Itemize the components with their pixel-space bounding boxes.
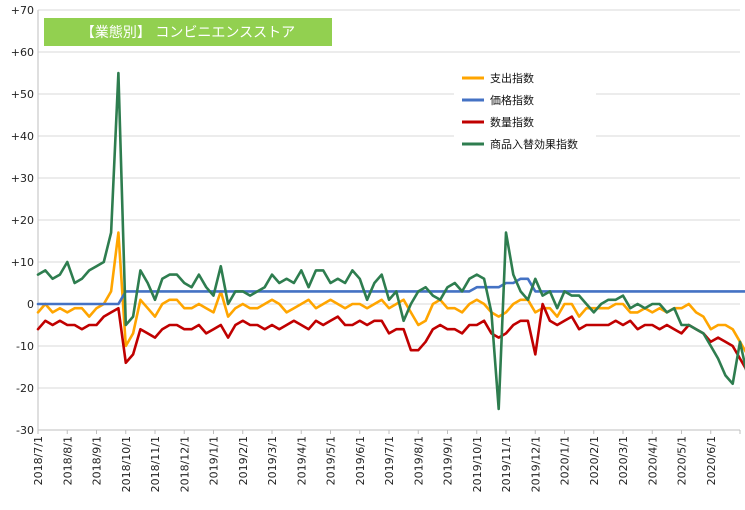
x-tick-label: 2019/1/1 [208, 436, 221, 485]
x-tick-label: 2020/4/1 [646, 436, 659, 485]
y-tick-label: -30 [16, 424, 34, 437]
x-axis: 2018/7/1 2018/8/1 2018/9/1 2018/10/1 2018/11… [32, 429, 741, 492]
y-tick-label: +40 [11, 130, 34, 143]
legend-label: 商品入替効果指数 [490, 137, 578, 151]
x-tick-label: 2019/3/1 [266, 436, 279, 485]
y-tick-label: +10 [11, 256, 34, 269]
chart-title: 【業態別】 コンビニエンスストア [81, 25, 295, 41]
series-line-3 [36, 71, 745, 411]
chart-title-box: 【業態別】 コンビニエンスストア [44, 18, 332, 46]
x-tick-label: 2019/10/1 [471, 436, 484, 492]
x-tick-label: 2019/9/1 [442, 436, 455, 485]
legend-label: 支出指数 [490, 71, 534, 85]
y-tick-label: -10 [16, 340, 34, 353]
x-tick-label: 2019/8/1 [412, 436, 425, 485]
y-tick-label: 0 [27, 298, 34, 311]
x-tick-label: 2019/12/1 [529, 436, 542, 492]
x-tick-label: 2018/11/1 [149, 436, 162, 492]
y-axis: -30 -20 -10 0 +10 +20 +30 +40 +50 +60 +70 [11, 4, 39, 437]
chart-title-background [44, 18, 332, 46]
x-tick-label: 2020/6/1 [705, 436, 718, 485]
y-tick-label: +50 [11, 88, 34, 101]
x-tick-label: 2019/7/1 [383, 436, 396, 485]
x-tick-label: 2019/6/1 [354, 436, 367, 485]
y-tick-label: +60 [11, 46, 34, 59]
x-tick-label: 2020/3/1 [617, 436, 630, 485]
series-line-0 [36, 231, 745, 354]
x-tick-label: 2018/9/1 [91, 436, 104, 485]
x-tick-label: 2019/11/1 [500, 436, 513, 492]
x-tick-label: 2019/2/1 [237, 436, 250, 485]
x-tick-label: 2018/12/1 [178, 436, 191, 492]
y-tick-label: +70 [11, 4, 34, 17]
y-tick-label: +30 [11, 172, 34, 185]
gridlines [38, 9, 740, 431]
y-tick-label: -20 [16, 382, 34, 395]
series-lines [36, 71, 745, 411]
x-tick-label: 2018/8/1 [61, 436, 74, 485]
x-tick-label: 2020/2/1 [588, 436, 601, 485]
legend-label: 数量指数 [490, 115, 534, 129]
series-line-2 [36, 302, 745, 370]
x-tick-label: 2019/4/1 [295, 436, 308, 485]
x-tick-label: 2019/5/1 [325, 436, 338, 485]
y-tick-label: +20 [11, 214, 34, 227]
x-tick-label: 2020/5/1 [676, 436, 689, 485]
x-tick-label: 2020/1/1 [559, 436, 572, 485]
x-tick-label: 2018/7/1 [32, 436, 45, 485]
x-tick-label: 2018/10/1 [120, 436, 133, 492]
legend-label: 価格指数 [490, 93, 534, 107]
series-line-1 [36, 277, 745, 306]
